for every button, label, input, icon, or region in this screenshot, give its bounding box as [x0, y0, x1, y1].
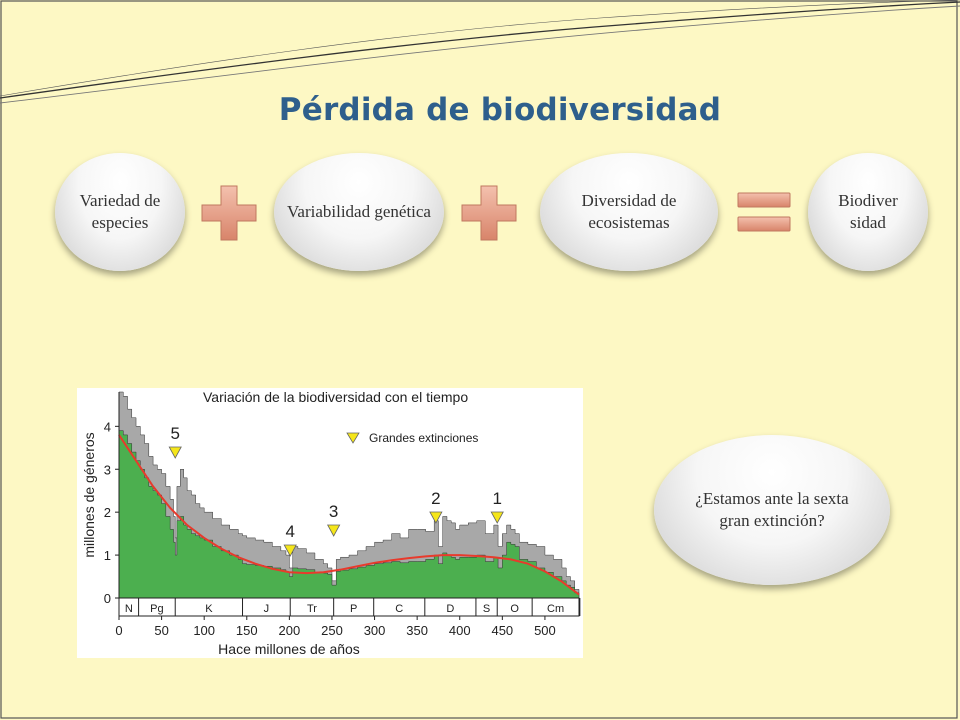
x-tick-label: 450 — [491, 623, 513, 638]
extinction-marker — [490, 511, 504, 524]
period-label: Cm — [547, 603, 564, 615]
x-tick-label: 300 — [364, 623, 386, 638]
extinction-label: 1 — [492, 489, 501, 508]
extinction-marker — [429, 511, 443, 524]
period-label: P — [350, 603, 357, 615]
x-tick-label: 500 — [534, 623, 556, 638]
equals-icon — [737, 192, 791, 232]
extinction-label: 5 — [170, 424, 179, 443]
bubble-variedad-especies: Variedad de especies — [55, 153, 185, 271]
x-tick-label: 250 — [321, 623, 343, 638]
plus-icon — [201, 185, 257, 241]
x-tick-label: 50 — [154, 623, 168, 638]
x-tick-label: 150 — [236, 623, 258, 638]
bubble-label: Variedad de especies — [79, 191, 161, 232]
period-label: S — [483, 603, 490, 615]
period-label: N — [125, 603, 133, 615]
bubble-biodiversidad: Biodiver sidad — [808, 153, 928, 271]
chart-title: Variación de la biodiversidad con el tie… — [203, 389, 468, 405]
legend-label: Grandes extinciones — [369, 431, 478, 445]
bubble-variabilidad-genetica: Variabilidad genética — [274, 153, 444, 271]
period-label: K — [205, 603, 213, 615]
period-label: Pg — [150, 603, 163, 615]
extinction-marker — [168, 446, 182, 459]
period-label: J — [264, 603, 270, 615]
period-strip — [118, 597, 580, 617]
bubble-label: Variabilidad genética — [287, 202, 431, 221]
period-label: D — [446, 603, 454, 615]
question-text: ¿Estamos ante la sexta gran extinción? — [695, 489, 849, 530]
y-axis-label: millones de géneros — [81, 432, 97, 557]
extinction-marker — [283, 544, 297, 557]
bubble-diversidad-ecosistemas: Diversidad de ecosistemas — [540, 153, 718, 271]
trend-curve — [118, 434, 580, 596]
x-tick-label: 200 — [279, 623, 301, 638]
y-tick-label: 0 — [104, 591, 111, 606]
legend-marker — [346, 432, 360, 444]
x-tick-label: 100 — [193, 623, 215, 638]
period-label: Tr — [307, 603, 317, 615]
extinction-label: 2 — [431, 489, 440, 508]
x-tick-label: 350 — [406, 623, 428, 638]
period-label: C — [395, 603, 403, 615]
bubble-label: Diversidad de ecosistemas — [581, 191, 677, 232]
y-tick-label: 1 — [104, 548, 111, 563]
biodiversity-chart: 0 1 2 3 4 N Pg K J Tr P C D S O Cm 0 50 100 150 200 250 300 350… — [77, 388, 583, 658]
extinction-label: 3 — [329, 502, 338, 521]
period-label: O — [510, 603, 519, 615]
y-tick-label: 3 — [104, 462, 111, 477]
x-tick-label: 0 — [115, 623, 122, 638]
x-tick-label: 400 — [449, 623, 471, 638]
question-bubble: ¿Estamos ante la sexta gran extinción? — [654, 435, 890, 585]
page-title: Pérdida de biodiversidad — [278, 92, 722, 128]
extinction-label: 4 — [285, 522, 294, 541]
bubble-label: Biodiver sidad — [838, 191, 898, 232]
x-axis-label: Hace millones de años — [218, 641, 360, 657]
y-tick-label: 2 — [104, 505, 111, 520]
extinction-marker — [326, 524, 341, 537]
y-tick-label: 4 — [104, 419, 111, 434]
plus-icon — [461, 185, 517, 241]
